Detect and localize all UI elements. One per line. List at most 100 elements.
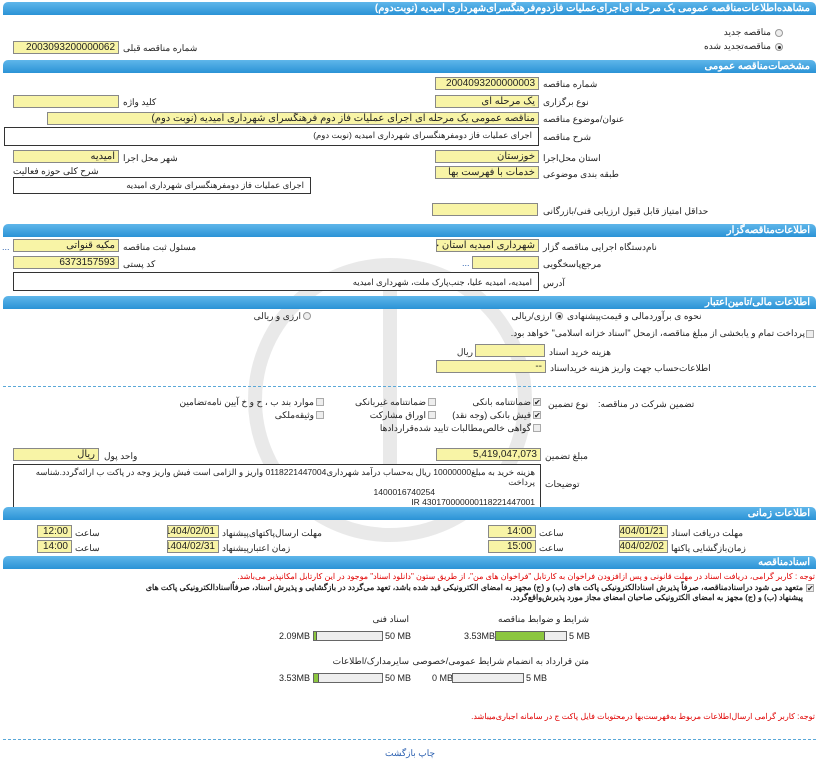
guarantee-checkbox-bonds[interactable]	[428, 411, 436, 419]
responsible-field: مکیه قنواتی	[13, 239, 119, 252]
open-time: 15:00	[488, 540, 536, 553]
validity-date: 1404/02/31	[167, 540, 219, 553]
radio-renewed-tender[interactable]	[775, 43, 783, 51]
file-size: 3.53MB	[279, 673, 311, 683]
radio-foreign-and-rial[interactable]	[303, 312, 311, 320]
keyword-field	[13, 95, 119, 108]
postal-code-field: 6373157593	[13, 256, 119, 269]
organization-label: نام‌دستگاه اجرایی مناقصه گزار	[543, 242, 657, 252]
doc-cost-field	[475, 344, 545, 357]
time-label: ساعت	[539, 528, 564, 538]
file-size: 2.09MB	[279, 631, 311, 641]
radio-rial[interactable]	[555, 312, 563, 320]
radio-foreign-label: ارزی و ریالی	[253, 311, 301, 321]
keyword-label: کلید واژه	[123, 97, 157, 107]
min-score-field	[432, 203, 538, 216]
section-timing: اطلاعات زمانی	[3, 507, 816, 520]
responsible-more-button[interactable]: ...	[2, 242, 10, 252]
section-documents: اسنادمناقصه	[3, 556, 816, 569]
file-size: 3.53MB	[464, 631, 496, 641]
previous-tender-number: 2003093200000062	[13, 41, 119, 54]
description-label: شرح مناقصه	[543, 132, 592, 142]
section-finance: اطلاعات مالی/تامین‌اعتبار	[3, 296, 816, 309]
radio-new-label: مناقصه جدید	[723, 27, 771, 37]
reference-field	[472, 256, 539, 269]
guarantee-cash-label: فیش بانکی (وجه نقد)	[452, 410, 531, 420]
radio-rial-label: ارزی/ریالی	[511, 311, 552, 321]
submit-label: مهلت ارسال‌پاکتهای‌پیشنهاد	[222, 528, 323, 538]
file-progress-bar	[313, 631, 383, 641]
open-label: زمان‌بازگشایی پاکتها	[671, 543, 746, 553]
file-progress-fill	[314, 674, 319, 682]
currency-label: واحد پول	[104, 451, 138, 461]
holding-type-label: نوع برگزاری	[543, 97, 589, 107]
treasury-checkbox[interactable]	[806, 330, 814, 338]
guarantee-checkbox-property[interactable]	[316, 411, 324, 419]
commit-text: پیشنهاد (ب) و (ج) مجهز به امضای الکترونی…	[510, 593, 803, 602]
doc-cost-unit: ریال	[456, 347, 473, 357]
print-link[interactable]: چاپ	[418, 748, 436, 758]
guarantee-checkbox-bank[interactable]: ✔	[533, 398, 541, 407]
guarantee-clauses-label: موارد بند ب ، ح و خ آیین نامه‌تضامین	[179, 397, 314, 407]
file-progress-bar	[452, 673, 524, 683]
commit-text-block: متعهد می شود دراسنادمناقصه، صرفاً پذیرش …	[4, 583, 803, 603]
guarantee-amount: 5,419,047,073	[436, 448, 541, 461]
account-field: --	[436, 360, 546, 373]
guarantee-type-label: نوع تضمین	[548, 399, 589, 409]
organization-field: شهرداری امیدیه استان خوز	[436, 239, 539, 252]
tender-number-label: شماره مناقصه	[543, 79, 598, 89]
reference-more-button[interactable]: ...	[462, 258, 470, 268]
currency-field: ریال	[13, 448, 99, 461]
category-label: طبقه بندی موضوعی	[543, 169, 619, 179]
address-box: امیدیه، امیدیه علیا، جنب‌پارک ملت، شهردا…	[13, 272, 539, 291]
back-link[interactable]: بازگشت	[385, 748, 416, 758]
section-general: مشخصات‌مناقصه عمومی	[3, 60, 816, 73]
submit-date: 1404/02/01	[167, 525, 219, 538]
city-label: شهر محل اجرا	[123, 153, 178, 163]
commit-text: متعهد می شود دراسنادمناقصه، صرفاً پذیرش …	[145, 583, 803, 592]
guarantee-property-label: وثیقه‌ملکی	[274, 410, 314, 420]
guarantee-bank-label: ضمانتنامه بانکی	[472, 397, 531, 407]
radio-new-tender[interactable]	[775, 29, 783, 37]
scope-label: شرح کلی حوزه فعالیت	[13, 166, 99, 176]
documents-notice: توجه : کاربر گرامی، دریافت اسناد در مهلت…	[237, 572, 815, 581]
subject-field: مناقصه عمومی یک مرحله ای اجرای عملیات فا…	[47, 112, 539, 125]
submit-time: 12:00	[37, 525, 72, 538]
file-progress-bar	[313, 673, 383, 683]
account-label: اطلاعات‌حساب جهت واریز هزینه خریداسناد	[550, 363, 711, 373]
guarantee-checkbox-cash[interactable]: ✔	[533, 411, 541, 420]
open-date: 1404/02/02	[619, 540, 668, 553]
responsible-label: مسئول ثبت مناقصه	[123, 242, 197, 252]
province-field: خوزستان	[435, 150, 539, 163]
time-label: ساعت	[75, 543, 100, 553]
guarantee-checkbox-clauses[interactable]	[316, 398, 324, 406]
file-label: شرایط و ضوابط مناقصه	[498, 614, 589, 624]
file-max: 50 MB	[385, 673, 412, 683]
receive-date: 1404/01/21	[619, 525, 668, 538]
file-max: 5 MB	[526, 673, 548, 683]
commit-checkbox[interactable]: ✔	[806, 584, 814, 593]
file-max: 50 MB	[385, 631, 412, 641]
tender-number: 2004093200000003	[435, 77, 539, 90]
notes-box: هزینه خرید به مبلغ10000000 ریال به‌حساب …	[13, 464, 541, 510]
guarantee-bonds-label: اوراق مشارکت	[369, 410, 426, 420]
price-list-notice: توجه: کاربر گرامی ارسال‌اطلاعات مربوط به…	[471, 712, 815, 721]
guarantee-nonbank-label: ضمانتنامه غیربانکی	[354, 397, 426, 407]
receive-time: 14:00	[488, 525, 536, 538]
divider	[3, 386, 816, 387]
receive-label: مهلت دریافت اسناد	[671, 528, 744, 538]
file-size: 0 MB	[432, 673, 454, 683]
divider	[3, 739, 816, 740]
file-max: 5 MB	[569, 631, 591, 641]
city-field: امیدیه	[13, 150, 119, 163]
guarantee-checkbox-nonbank[interactable]	[428, 398, 436, 406]
treasury-text: پرداخت تمام و یا‌بخشی از مبلغ مناقصه، از…	[510, 328, 805, 338]
previous-number-label: شماره مناقصه قبلی	[123, 43, 198, 53]
guarantee-checkbox-claims[interactable]	[533, 424, 541, 432]
time-label: ساعت	[75, 528, 100, 538]
doc-cost-label: هزینه خرید اسناد	[549, 347, 612, 357]
estimate-label: نحوه ی برآوردمالی و قیمت‌پیشنهادی	[567, 311, 702, 321]
notes-line: IR 430170000000118221447001	[411, 497, 535, 507]
notes-label: توضیحات	[545, 479, 580, 489]
page-title: مشاهده‌اطلاعات‌مناقصه عمومی یک مرحله ای‌…	[3, 2, 816, 15]
